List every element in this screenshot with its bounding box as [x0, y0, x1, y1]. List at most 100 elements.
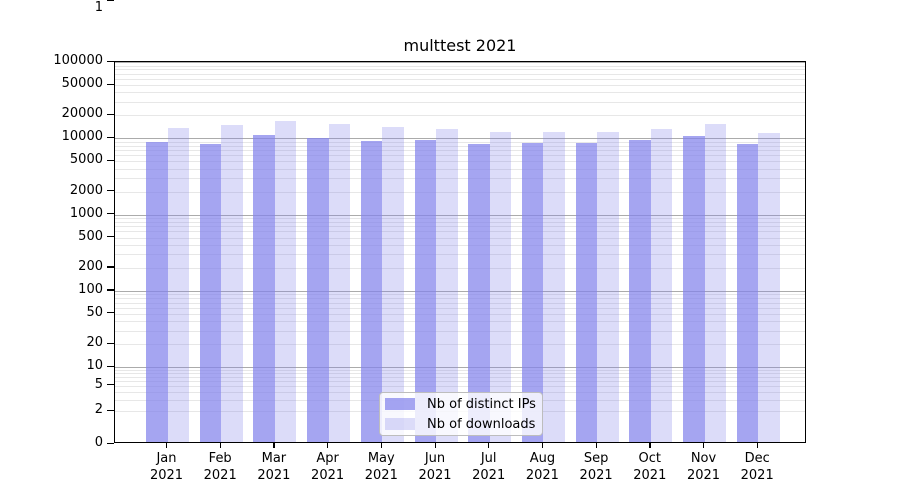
chart-title: multtest 2021 — [403, 36, 517, 55]
gridline-60 — [115, 307, 805, 309]
bar-ips-jul-2021 — [468, 143, 490, 442]
y-tick-mark-2000 — [107, 190, 114, 192]
y-tick-mark-5000 — [107, 159, 114, 161]
y-tick-label-2: 2 — [94, 402, 103, 417]
x-tick-label-jan-2021: Jan 2021 — [149, 451, 184, 483]
bar-downloads-mar-2021 — [274, 120, 297, 442]
distinct-ips-swatch-icon — [385, 398, 415, 410]
x-tick-label-mar-2021: Mar 2021 — [257, 451, 291, 483]
gridline-7000 — [115, 150, 805, 152]
y-tick-label-500: 500 — [78, 228, 103, 244]
gridline-400 — [115, 244, 805, 246]
bar-ips-jan-2021 — [146, 142, 168, 442]
x-tick-label-jul-2021: Jul 2021 — [472, 451, 506, 483]
y-tick-mark-2 — [107, 409, 114, 411]
downloads-swatch-icon — [385, 418, 415, 430]
y-tick-mark-50000 — [107, 83, 114, 85]
gridline-100 — [115, 290, 805, 292]
bar-downloads-dec-2021 — [758, 132, 780, 442]
gridline-50 — [115, 313, 805, 315]
gridline-700 — [115, 226, 805, 228]
x-tick-label-nov-2021: Nov 2021 — [686, 451, 721, 483]
bar-downloads-jul-2021 — [489, 131, 512, 442]
x-tick-label-oct-2021: Oct 2021 — [633, 451, 667, 483]
y-tick-label-100000: 100000 — [53, 53, 103, 68]
x-tick-label-apr-2021: Apr 2021 — [311, 451, 345, 483]
y-tick-label-200: 200 — [78, 258, 103, 274]
gridline-70 — [115, 302, 805, 304]
y-tick-mark-0 — [107, 442, 114, 444]
gridline-500 — [115, 237, 805, 239]
gridline-80000 — [115, 69, 805, 71]
gridline-8 — [115, 373, 805, 374]
bar-downloads-jun-2021 — [436, 128, 458, 442]
x-tick-mark-mar-2021 — [273, 443, 275, 448]
y-tick-label-20: 20 — [86, 335, 103, 350]
gridline-4000 — [115, 168, 805, 170]
y-tick-mark-50 — [107, 312, 114, 314]
x-tick-mark-jul-2021 — [488, 443, 490, 448]
legend-item-downloads: Nb of downloads — [385, 416, 542, 432]
bar-downloads-feb-2021 — [221, 125, 243, 442]
legend: Nb of distinct IPs Nb of downloads — [379, 392, 543, 436]
bar-downloads-nov-2021 — [704, 124, 726, 442]
bar-downloads-jan-2021 — [167, 127, 189, 442]
bar-downloads-apr-2021 — [328, 123, 351, 442]
bar-downloads-sep-2021 — [597, 131, 619, 442]
gridline-2000 — [115, 191, 805, 193]
bar-downloads-aug-2021 — [543, 131, 565, 442]
gridline-90 — [115, 294, 805, 296]
gridline-40 — [115, 321, 805, 323]
plot-area — [114, 61, 806, 443]
gridline-200 — [115, 267, 805, 269]
bar-ips-sep-2021 — [575, 143, 598, 442]
y-tick-label-1000: 1000 — [69, 205, 103, 221]
gridline-80 — [115, 298, 805, 300]
gridline-5000 — [115, 161, 805, 163]
x-tick-mark-jan-2021 — [166, 443, 168, 448]
y-tick-mark-100 — [107, 289, 114, 291]
y-tick-label-0: 0 — [94, 435, 103, 450]
bar-ips-oct-2021 — [629, 140, 651, 442]
y-tick-mark-10 — [107, 365, 114, 367]
gridline-20000 — [115, 115, 805, 117]
y-tick-label-10000: 10000 — [61, 129, 103, 145]
y-tick-label-10: 10 — [86, 358, 103, 373]
x-tick-mark-sep-2021 — [595, 443, 597, 448]
y-tick-mark-500 — [107, 236, 114, 238]
x-tick-label-aug-2021: Aug 2021 — [525, 451, 559, 483]
gridline-10000 — [115, 138, 805, 140]
x-tick-mark-oct-2021 — [649, 443, 651, 448]
y-tick-mark-1000 — [107, 213, 114, 215]
y-tick-label-5: 5 — [94, 376, 103, 392]
x-tick-mark-apr-2021 — [327, 443, 329, 448]
gridline-9 — [115, 369, 805, 371]
x-tick-label-sep-2021: Sep 2021 — [579, 451, 613, 483]
bar-ips-may-2021 — [360, 140, 383, 442]
x-tick-mark-dec-2021 — [756, 443, 758, 448]
gridline-20 — [115, 344, 805, 345]
gridline-50000 — [115, 85, 805, 86]
y-tick-mark-1 — [107, 0, 114, 2]
gridline-40000 — [115, 92, 805, 94]
gridline-1 — [115, 62, 805, 63]
gridline-900 — [115, 218, 805, 219]
gridline-30 — [115, 330, 805, 332]
bar-downloads-may-2021 — [382, 127, 404, 442]
y-tick-label-50000: 50000 — [61, 76, 103, 91]
x-tick-mark-nov-2021 — [703, 443, 705, 448]
gridline-6000 — [115, 155, 805, 157]
bar-ips-apr-2021 — [307, 137, 329, 442]
y-tick-label-2000: 2000 — [69, 182, 103, 198]
gridline-60000 — [115, 78, 805, 80]
y-tick-label-20000: 20000 — [61, 106, 103, 122]
legend-label: Nb of downloads — [427, 416, 536, 432]
y-tick-mark-100000 — [107, 60, 114, 62]
gridline-1000 — [115, 214, 805, 216]
y-tick-mark-20000 — [107, 113, 114, 116]
x-tick-mark-feb-2021 — [219, 443, 221, 448]
gridline-600 — [115, 231, 805, 233]
gridline-300 — [115, 254, 805, 256]
bar-ips-jun-2021 — [414, 140, 436, 442]
